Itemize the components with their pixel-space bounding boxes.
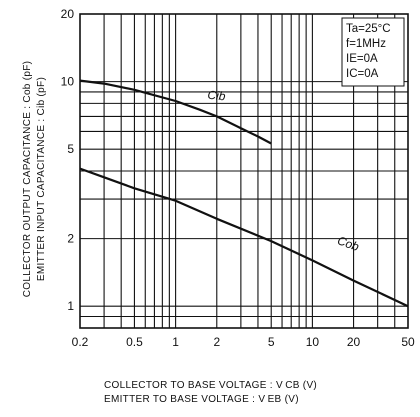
cib-curve bbox=[79, 79, 272, 145]
series-layer: Cib Cob bbox=[79, 79, 409, 308]
y-tick-label: 10 bbox=[61, 75, 75, 89]
cib-series-label: Cib bbox=[207, 88, 227, 104]
x-tick-label: 5 bbox=[268, 335, 275, 349]
conditions-box-frame bbox=[341, 17, 405, 87]
plot-frame bbox=[79, 13, 409, 329]
condition-collector-current: IC=0A bbox=[346, 68, 379, 80]
y-axis-title-line-1: COLLECTOR OUTPUT CAPACITANCE : Cob (pF) bbox=[22, 61, 33, 298]
x-tick-label: 20 bbox=[347, 335, 361, 349]
x-tick-label: 10 bbox=[306, 335, 320, 349]
x-tick-label: 2 bbox=[213, 335, 220, 349]
x-tick-label: 0.2 bbox=[72, 335, 89, 349]
x-tick-label: 1 bbox=[172, 335, 179, 349]
y-axis-title: COLLECTOR OUTPUT CAPACITANCE : Cob (pF) … bbox=[22, 61, 47, 298]
x-tick-label: 50 bbox=[401, 335, 415, 349]
condition-frequency: f=1MHz bbox=[346, 38, 386, 50]
y-axis-title-line-2: EMITTER INPUT CAPACITANCE : Cib (pF) bbox=[36, 77, 47, 281]
cob-curve bbox=[79, 167, 409, 308]
conditions-box: Ta=25°C f=1MHz IE=0A IC=0A bbox=[341, 17, 405, 87]
y-tick-label: 5 bbox=[67, 142, 74, 156]
y-tick-label: 2 bbox=[67, 232, 74, 246]
y-tick-label: 20 bbox=[61, 7, 75, 21]
x-axis-title: COLLECTOR TO BASE VOLTAGE : V CB (V) EMI… bbox=[104, 380, 317, 405]
y-tick-label: 1 bbox=[67, 299, 74, 313]
x-tick-label: 0.5 bbox=[126, 335, 143, 349]
grid-lines bbox=[80, 14, 408, 328]
x-axis-title-line-2: EMITTER TO BASE VOLTAGE : V EB (V) bbox=[104, 394, 299, 405]
cob-series-label: Cob bbox=[335, 233, 361, 254]
condition-temperature: Ta=25°C bbox=[346, 23, 391, 35]
tick-labels: 0.2 0.5 1 2 5 10 20 50 1 2 5 10 20 bbox=[61, 7, 415, 349]
condition-emitter-current: IE=0A bbox=[346, 53, 378, 65]
x-axis-title-line-1: COLLECTOR TO BASE VOLTAGE : V CB (V) bbox=[104, 380, 317, 391]
